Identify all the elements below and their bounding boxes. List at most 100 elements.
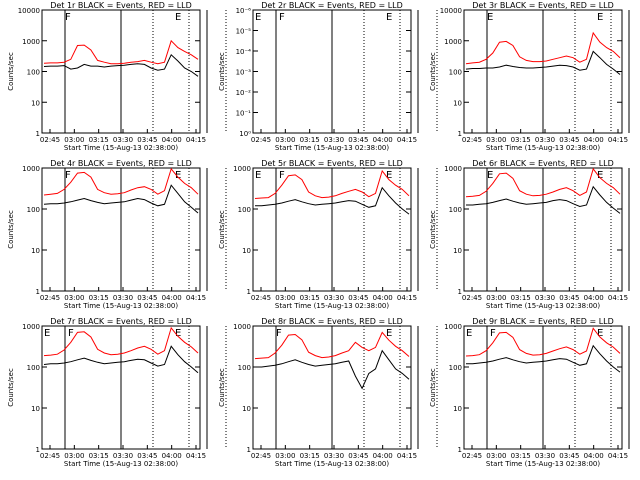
- series-events-line: [466, 185, 621, 214]
- x-tick-label: 03:45: [348, 136, 368, 144]
- series-events-line: [255, 349, 410, 390]
- y-tick-label: 100: [27, 206, 40, 214]
- event-marker-f: F: [65, 170, 71, 181]
- x-tick-label: 02:45: [251, 136, 271, 144]
- y-tick-label: 10⁻¹: [236, 110, 252, 118]
- x-tick-label: 04:15: [186, 136, 206, 144]
- x-tick-label: 03:30: [113, 452, 133, 460]
- event-marker-f: F: [279, 12, 285, 23]
- y-axis-label: Counts/sec: [218, 52, 226, 91]
- panel-det-6: Det 6r BLACK = Events, RED = LLD 1 10 100 10…: [429, 159, 630, 310]
- x-axis-label: Start Time (15-Aug-13 02:38:00): [275, 302, 389, 310]
- x-tick-label: 03:00: [275, 294, 295, 302]
- panel-title: Det 9r BLACK = Events, RED = LLD: [472, 317, 614, 326]
- series-events-line: [43, 53, 199, 77]
- y-axis-label: Counts/sec: [429, 210, 437, 249]
- y-tick-label: 1000: [233, 323, 251, 331]
- series-lld-line: [43, 39, 199, 65]
- series-lld-line: [43, 167, 199, 196]
- y-tick-label: 10: [242, 405, 251, 413]
- y-tick-label: 10000: [18, 7, 40, 15]
- y-axis-label: Counts/sec: [429, 52, 437, 91]
- x-tick-label: 03:15: [511, 136, 531, 144]
- y-tick-label: 1: [36, 446, 40, 454]
- x-tick-label: 03:15: [300, 136, 320, 144]
- x-tick-label: 03:45: [137, 136, 157, 144]
- x-tick-label: 02:45: [40, 294, 60, 302]
- y-tick-label: 10⁻³: [236, 69, 252, 77]
- y-axis-label: Counts/sec: [218, 210, 226, 249]
- x-tick-label: 03:30: [535, 452, 555, 460]
- panel-title: Det 7r BLACK = Events, RED = LLD: [50, 317, 192, 326]
- x-axis-label: Start Time (15-Aug-13 02:38:00): [275, 144, 389, 152]
- y-tick-label: 1: [247, 288, 251, 296]
- x-axis-label: Start Time (15-Aug-13 02:38:00): [486, 460, 600, 468]
- x-tick-label: 03:00: [64, 136, 84, 144]
- x-axis-label: Start Time (15-Aug-13 02:38:00): [486, 302, 600, 310]
- y-tick-label: 1: [247, 446, 251, 454]
- y-tick-label: 10⁻⁴: [236, 48, 252, 56]
- x-axis-label: Start Time (15-Aug-13 02:38:00): [275, 460, 389, 468]
- x-tick-label: 02:45: [251, 294, 271, 302]
- panel-title: Det 2r BLACK = Events, RED = LLD: [261, 1, 403, 10]
- event-marker-e: E: [597, 12, 603, 23]
- x-tick-label: 04:15: [397, 136, 417, 144]
- x-tick-label: 03:45: [559, 136, 579, 144]
- series-events-line: [465, 50, 621, 75]
- x-axis-label: Start Time (15-Aug-13 02:38:00): [64, 302, 178, 310]
- y-tick-label: 1: [458, 446, 462, 454]
- panel-title: Det 8r BLACK = Events, RED = LLD: [261, 317, 403, 326]
- panel-title: Det 5r BLACK = Events, RED = LLD: [261, 159, 403, 168]
- event-marker-e: E: [386, 170, 392, 181]
- y-tick-label: 10⁰: [239, 130, 251, 138]
- x-tick-label: 04:15: [397, 452, 417, 460]
- y-tick-label: 1: [36, 288, 40, 296]
- x-tick-label: 03:00: [275, 136, 295, 144]
- series-lld-line: [465, 327, 621, 357]
- y-tick-label: 10: [242, 247, 251, 255]
- x-tick-label: 03:00: [275, 452, 295, 460]
- x-tick-label: 03:15: [511, 294, 531, 302]
- y-tick-label: 100: [449, 206, 462, 214]
- panel-title: Det 6r BLACK = Events, RED = LLD: [472, 159, 614, 168]
- event-marker-e: E: [175, 170, 181, 181]
- x-tick-label: 02:45: [462, 294, 482, 302]
- panel-det-4: Det 4r BLACK = Events, RED = LLD 1 10 100 10…: [7, 159, 227, 310]
- x-tick-label: 03:45: [348, 294, 368, 302]
- x-tick-label: 04:15: [186, 294, 206, 302]
- x-tick-label: 03:45: [348, 452, 368, 460]
- x-tick-label: 03:00: [486, 294, 506, 302]
- x-tick-label: 04:00: [584, 294, 604, 302]
- x-tick-label: 03:15: [300, 452, 320, 460]
- x-tick-label: 03:45: [559, 452, 579, 460]
- event-marker-e: E: [597, 328, 603, 339]
- x-tick-label: 04:00: [373, 294, 393, 302]
- event-marker-e: E: [386, 328, 392, 339]
- x-tick-label: 03:00: [486, 452, 506, 460]
- y-axis-label: Counts/sec: [7, 210, 15, 249]
- x-tick-label: 02:45: [462, 452, 482, 460]
- panel-det-1: Det 1r BLACK = Events, RED = LLD 1 10 100 10…: [7, 1, 227, 152]
- panel-title: Det 3r BLACK = Events, RED = LLD: [472, 1, 614, 10]
- x-axis-label: Start Time (15-Aug-13 02:38:00): [64, 144, 178, 152]
- y-tick-label: 100: [27, 364, 40, 372]
- event-marker-e: E: [597, 170, 603, 181]
- y-tick-label: 1000: [22, 165, 40, 173]
- event-marker-f: F: [276, 328, 282, 339]
- x-tick-label: 03:00: [486, 136, 506, 144]
- x-tick-label: 02:45: [40, 136, 60, 144]
- y-tick-label: 100: [238, 206, 251, 214]
- y-axis-label: Counts/sec: [429, 368, 437, 407]
- x-axis-label: Start Time (15-Aug-13 02:38:00): [64, 460, 178, 468]
- y-tick-label: 100: [27, 69, 40, 77]
- x-tick-label: 03:30: [113, 294, 133, 302]
- x-axis-label: Start Time (15-Aug-13 02:38:00): [486, 144, 600, 152]
- x-tick-label: 03:00: [64, 294, 84, 302]
- y-axis-label: Counts/sec: [218, 368, 226, 407]
- y-axis-label: Counts/sec: [7, 52, 15, 91]
- series-events-line: [466, 344, 621, 373]
- x-tick-label: 04:00: [584, 136, 604, 144]
- event-marker-e: E: [466, 328, 472, 339]
- y-tick-label: 10: [31, 99, 40, 107]
- x-tick-label: 03:00: [64, 452, 84, 460]
